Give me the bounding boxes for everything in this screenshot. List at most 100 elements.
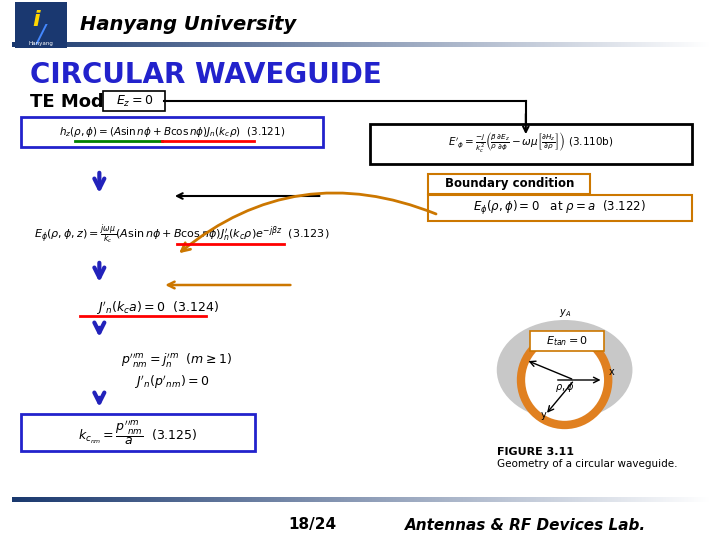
Bar — [345, 497, 346, 502]
Bar — [66, 42, 68, 47]
Bar — [519, 497, 520, 502]
Bar — [360, 497, 361, 502]
Bar — [528, 497, 530, 502]
Bar — [632, 497, 634, 502]
Bar — [648, 497, 649, 502]
Bar — [413, 497, 415, 502]
Bar — [388, 42, 390, 47]
Bar — [75, 497, 76, 502]
Bar — [304, 497, 305, 502]
Bar — [300, 42, 301, 47]
Bar — [693, 42, 695, 47]
Bar — [380, 497, 382, 502]
Bar — [12, 42, 13, 47]
Bar — [295, 497, 296, 502]
Bar — [533, 497, 534, 502]
Bar — [306, 42, 307, 47]
Bar — [81, 497, 82, 502]
Bar — [556, 42, 557, 47]
Bar — [398, 497, 399, 502]
Bar — [272, 497, 273, 502]
Bar — [371, 42, 372, 47]
Bar — [428, 42, 429, 47]
Bar — [207, 42, 208, 47]
Bar — [23, 497, 24, 502]
Bar — [516, 497, 517, 502]
Bar — [318, 42, 320, 47]
Bar — [256, 42, 257, 47]
Bar — [588, 42, 589, 47]
Bar — [111, 497, 112, 502]
Bar — [207, 497, 208, 502]
Bar — [463, 42, 464, 47]
Bar — [505, 42, 506, 47]
Bar — [690, 42, 692, 47]
Bar — [269, 42, 270, 47]
Bar — [357, 42, 358, 47]
Bar — [395, 42, 396, 47]
Bar — [548, 42, 549, 47]
Bar — [363, 42, 364, 47]
Bar — [572, 42, 573, 47]
Bar — [594, 42, 595, 47]
Bar — [89, 42, 90, 47]
Bar — [147, 497, 148, 502]
Bar — [368, 42, 369, 47]
Bar — [53, 497, 54, 502]
Bar — [435, 42, 436, 47]
Bar — [122, 42, 124, 47]
Bar — [570, 497, 572, 502]
Bar — [626, 497, 628, 502]
Bar — [420, 42, 421, 47]
Bar — [174, 42, 175, 47]
Bar — [300, 497, 301, 502]
Bar — [455, 497, 456, 502]
Bar — [419, 42, 420, 47]
Bar — [100, 497, 102, 502]
Bar — [141, 497, 142, 502]
Bar — [248, 497, 250, 502]
Bar — [117, 497, 118, 502]
Bar — [557, 42, 558, 47]
Bar — [385, 497, 386, 502]
Bar — [320, 42, 321, 47]
Bar — [679, 497, 680, 502]
Bar — [547, 497, 548, 502]
Bar — [392, 42, 393, 47]
Bar — [601, 497, 603, 502]
Bar — [94, 497, 96, 502]
Bar — [469, 497, 471, 502]
Bar — [121, 497, 122, 502]
Bar — [266, 497, 267, 502]
Bar — [411, 42, 413, 47]
Bar — [191, 497, 192, 502]
Bar — [112, 42, 113, 47]
Bar — [656, 42, 657, 47]
Bar — [132, 497, 133, 502]
Bar — [112, 497, 113, 502]
Bar — [352, 497, 354, 502]
Bar — [167, 497, 168, 502]
Bar — [86, 497, 88, 502]
Bar — [665, 497, 667, 502]
Bar — [586, 497, 587, 502]
Bar — [663, 42, 665, 47]
Bar — [582, 497, 583, 502]
Bar — [561, 497, 562, 502]
Bar — [384, 497, 385, 502]
Bar — [199, 497, 200, 502]
Bar — [553, 42, 554, 47]
Bar — [370, 497, 371, 502]
Bar — [662, 497, 663, 502]
Bar — [69, 42, 71, 47]
Bar — [635, 42, 636, 47]
Bar — [512, 497, 513, 502]
Bar — [93, 42, 94, 47]
Bar — [621, 42, 622, 47]
Bar — [45, 497, 46, 502]
Bar — [93, 497, 94, 502]
Bar — [14, 42, 15, 47]
Bar — [289, 42, 290, 47]
Bar — [215, 42, 216, 47]
Bar — [90, 42, 91, 47]
